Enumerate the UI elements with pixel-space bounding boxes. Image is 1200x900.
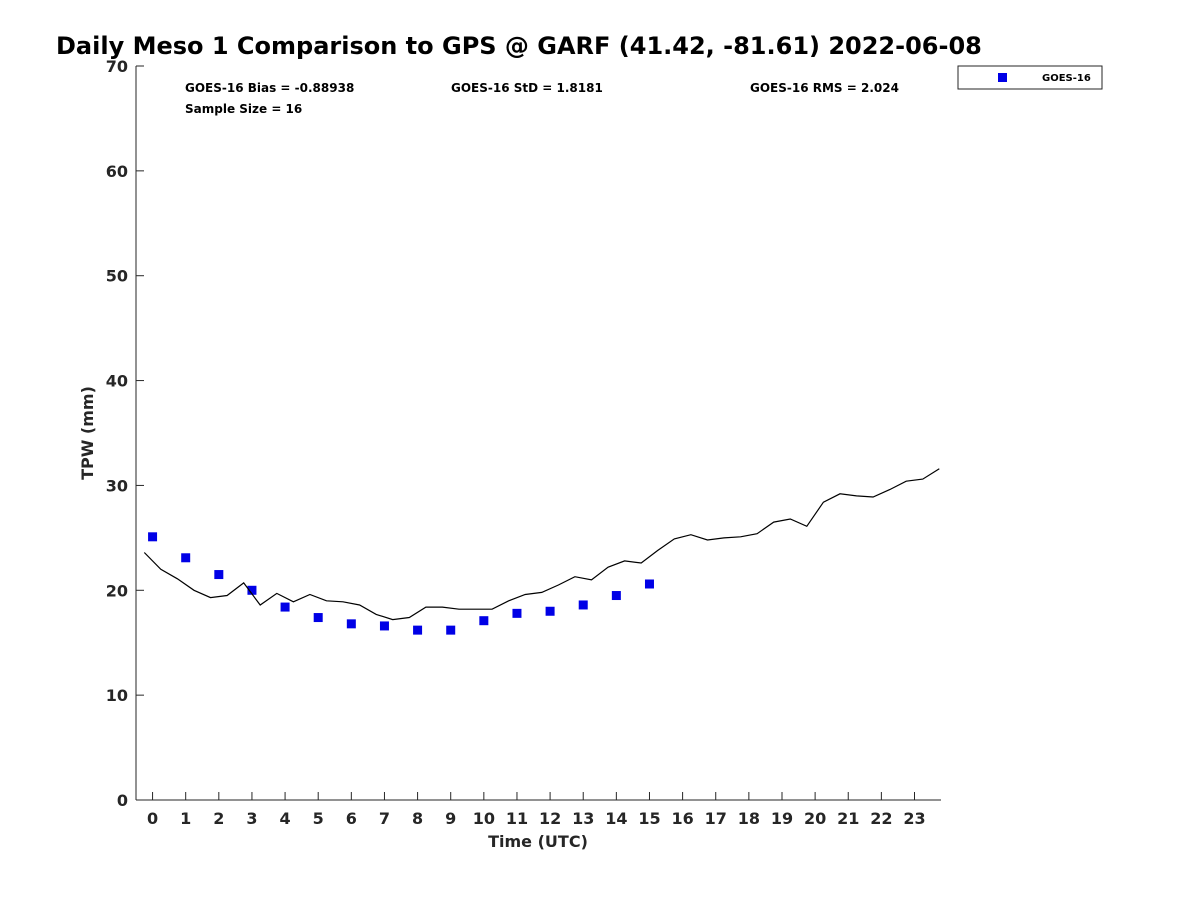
y-axis-label: TPW (mm) bbox=[78, 386, 97, 480]
y-axis-ticks: 0 10 20 30 40 50 60 70 bbox=[106, 57, 144, 810]
goes16-point bbox=[379, 621, 389, 631]
stat-std: GOES-16 StD = 1.8181 bbox=[451, 81, 603, 95]
legend-box bbox=[957, 65, 1103, 90]
x-tick-label: 13 bbox=[572, 809, 594, 828]
x-tick-label: 6 bbox=[346, 809, 357, 828]
goes16-point bbox=[644, 579, 654, 589]
goes16-point bbox=[280, 602, 290, 612]
goes16-point bbox=[479, 616, 489, 626]
stat-rms: GOES-16 RMS = 2.024 bbox=[750, 81, 899, 95]
legend-marker-goes16 bbox=[998, 73, 1007, 82]
y-tick-label: 40 bbox=[106, 372, 128, 391]
x-tick-label: 11 bbox=[506, 809, 528, 828]
goes16-point bbox=[545, 606, 555, 616]
x-tick-label: 12 bbox=[539, 809, 561, 828]
x-tick-label: 17 bbox=[705, 809, 727, 828]
legend: GOES-16 bbox=[957, 65, 1103, 90]
x-axis-label: Time (UTC) bbox=[488, 832, 588, 851]
x-axis-ticks: 0 1 2 3 4 5 6 7 8 9 10 11 12 13 14 15 16 17 18 19 20 21 22 23 bbox=[147, 792, 926, 828]
legend-label-goes16: GOES-16 bbox=[1042, 73, 1091, 84]
x-tick-label: 15 bbox=[638, 809, 660, 828]
x-tick-label: 9 bbox=[445, 809, 456, 828]
goes16-point bbox=[214, 570, 224, 580]
x-tick-label: 14 bbox=[605, 809, 627, 828]
y-tick-label: 20 bbox=[106, 581, 128, 600]
x-tick-label: 21 bbox=[837, 809, 859, 828]
x-tick-label: 3 bbox=[246, 809, 257, 828]
x-tick-label: 19 bbox=[771, 809, 793, 828]
y-tick-label: 50 bbox=[106, 267, 128, 286]
y-tick-label: 0 bbox=[117, 791, 128, 810]
x-tick-label: 7 bbox=[379, 809, 390, 828]
x-tick-label: 5 bbox=[313, 809, 324, 828]
y-tick-label: 60 bbox=[106, 162, 128, 181]
x-tick-label: 20 bbox=[804, 809, 826, 828]
y-tick-label: 70 bbox=[106, 57, 128, 76]
y-tick-label: 10 bbox=[106, 686, 128, 705]
goes16-point bbox=[413, 625, 423, 635]
y-tick-label: 30 bbox=[106, 476, 128, 495]
goes16-point bbox=[611, 591, 621, 601]
x-tick-label: 2 bbox=[213, 809, 224, 828]
chart-title: Daily Meso 1 Comparison to GPS @ GARF (4… bbox=[56, 32, 982, 60]
x-tick-label: 23 bbox=[903, 809, 925, 828]
x-tick-label: 10 bbox=[473, 809, 495, 828]
goes16-point bbox=[247, 585, 257, 595]
stat-sample-size: Sample Size = 16 bbox=[185, 102, 302, 116]
series-layer bbox=[143, 468, 940, 635]
goes16-point bbox=[181, 553, 191, 563]
stat-bias: GOES-16 Bias = -0.88938 bbox=[185, 81, 354, 95]
gps-tpw-line bbox=[143, 468, 940, 621]
goes16-point bbox=[346, 619, 356, 629]
x-tick-label: 1 bbox=[180, 809, 191, 828]
goes16-point bbox=[148, 532, 158, 542]
goes16-point bbox=[578, 600, 588, 610]
x-tick-label: 18 bbox=[738, 809, 760, 828]
goes16-point bbox=[446, 625, 456, 635]
x-tick-label: 16 bbox=[671, 809, 693, 828]
x-tick-label: 0 bbox=[147, 809, 158, 828]
x-tick-label: 22 bbox=[870, 809, 892, 828]
goes16-point bbox=[512, 608, 522, 618]
x-tick-label: 8 bbox=[412, 809, 423, 828]
goes16-point bbox=[313, 613, 323, 623]
x-tick-label: 4 bbox=[280, 809, 291, 828]
